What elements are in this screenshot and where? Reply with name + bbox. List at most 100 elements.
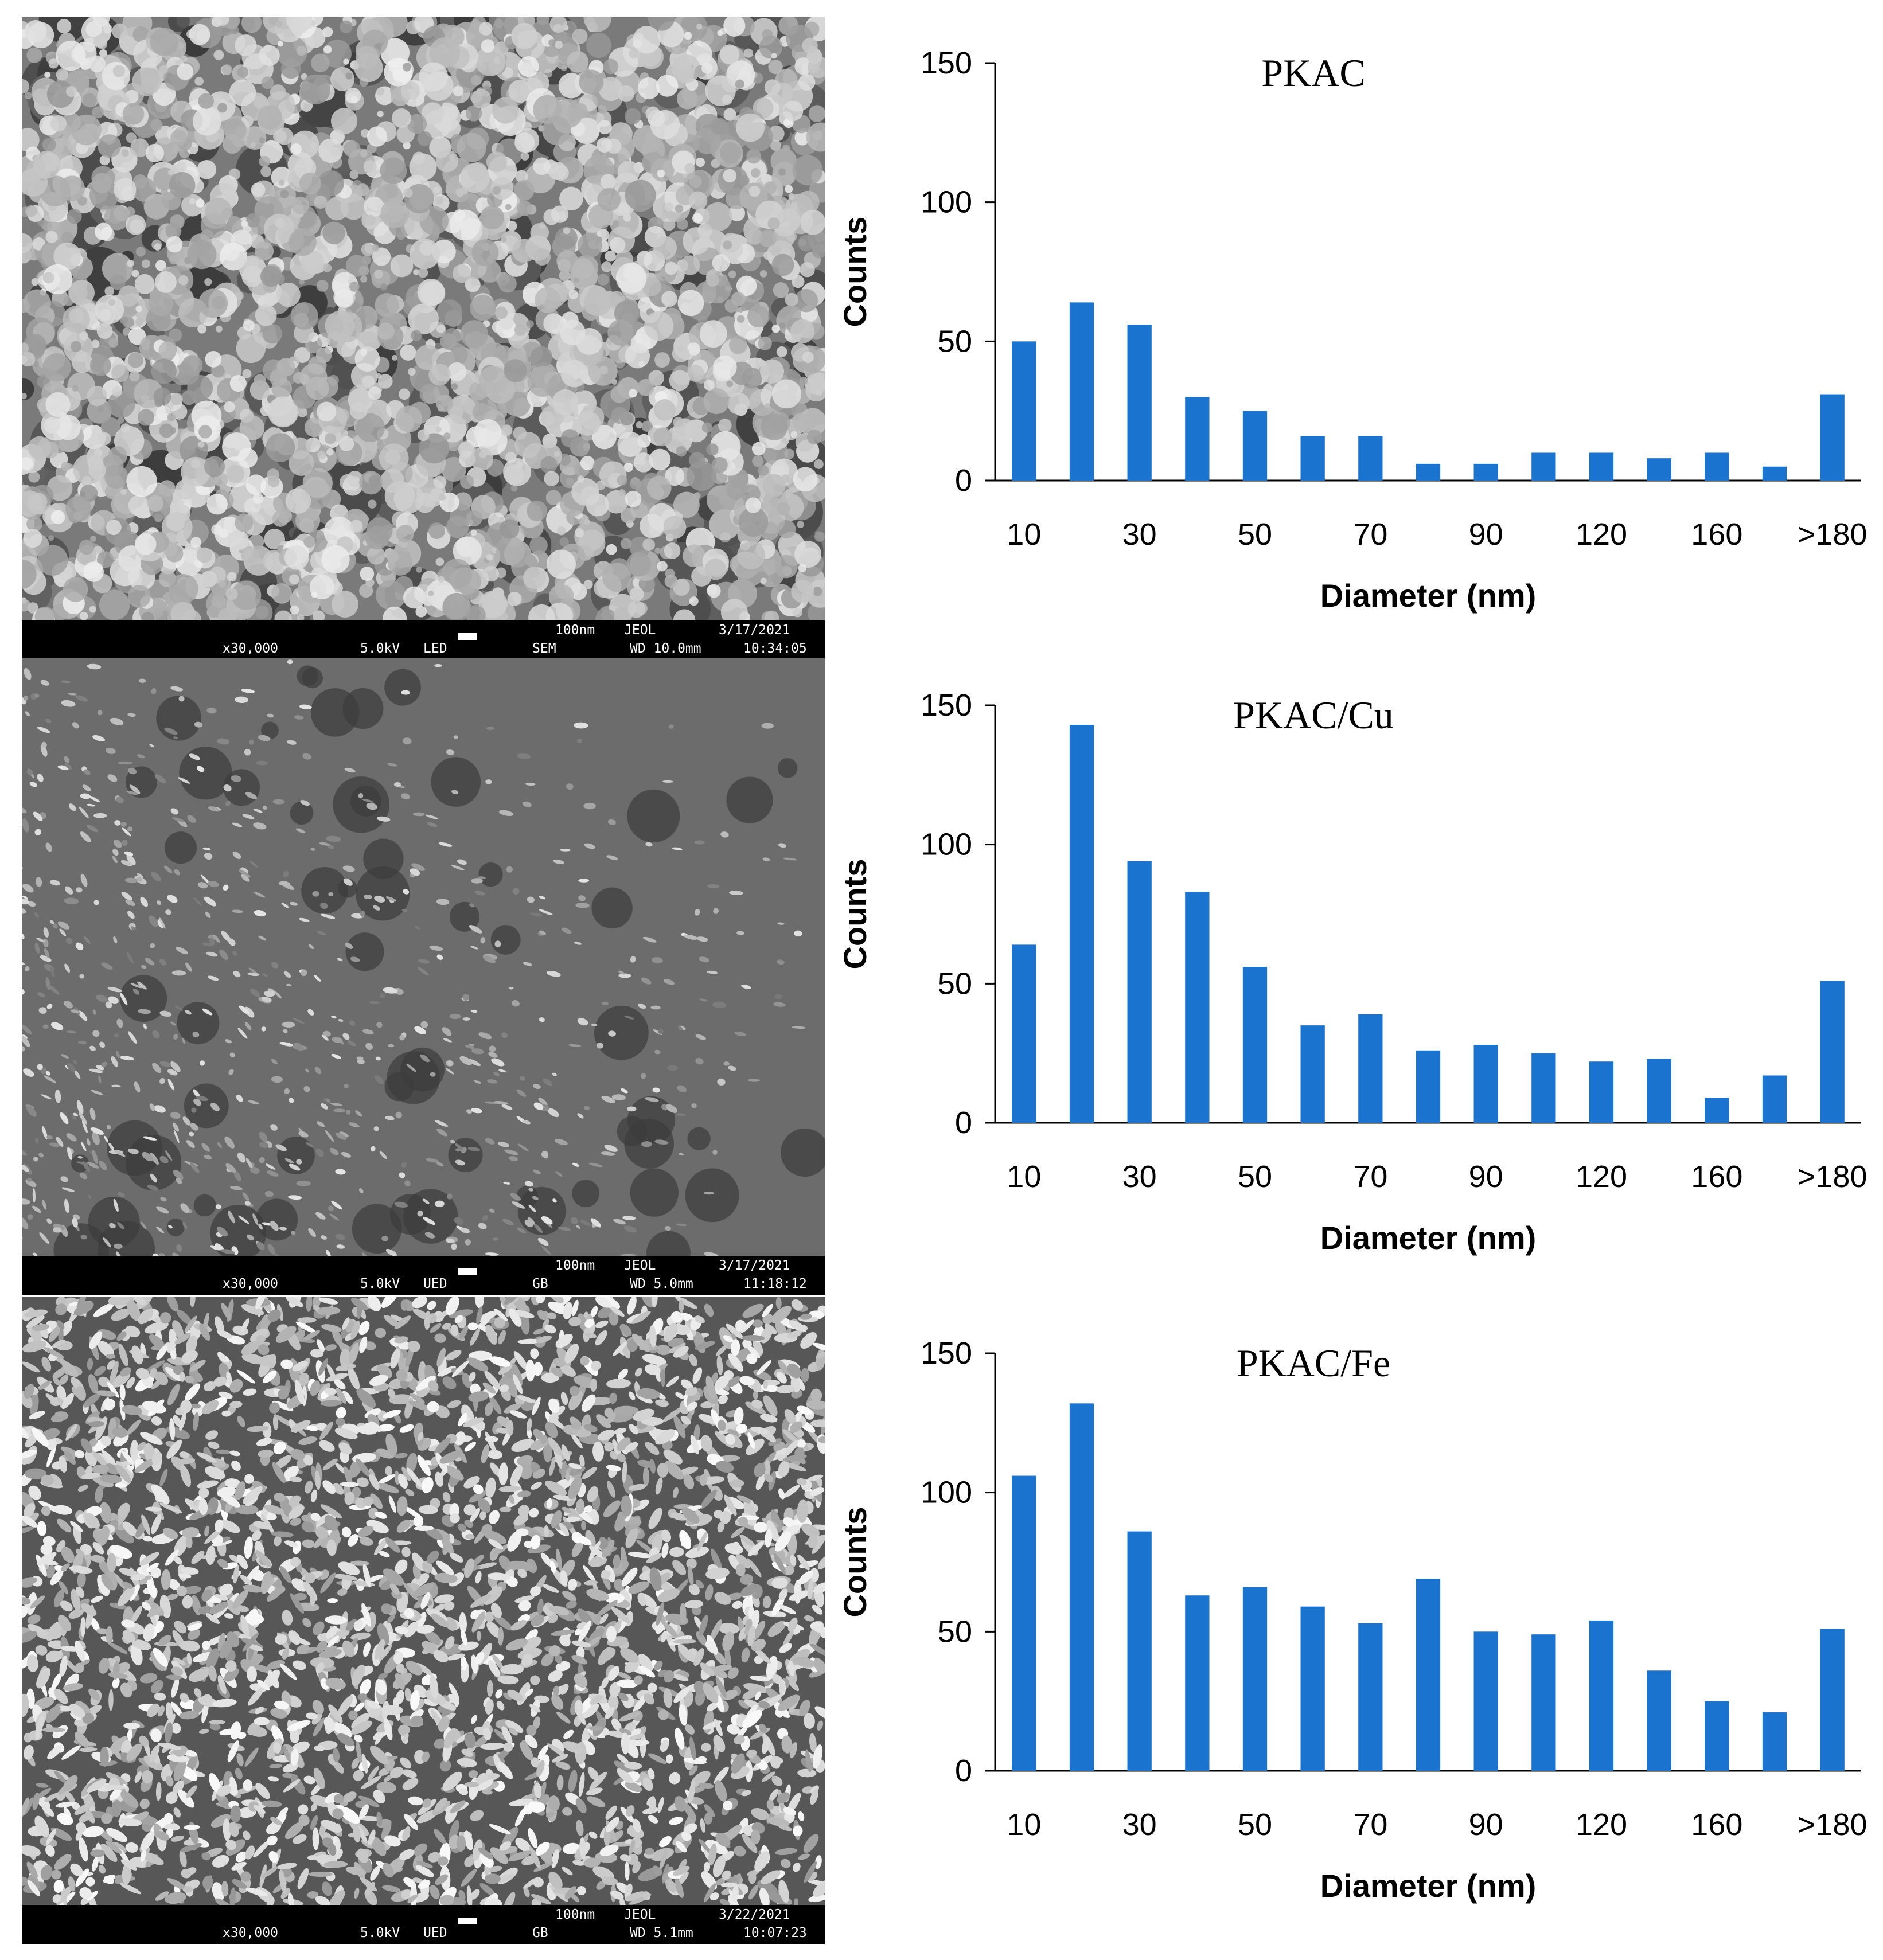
bar-90 [1473,1045,1498,1123]
sem-micrograph-pkac-fe [22,1297,825,1905]
magnification-label: x30,000 [223,1926,278,1941]
sem-panel-pkac: 100nm JEOL 3/17/2021 x30,000 5.0kV LED S… [22,17,825,659]
bar-160 [1705,452,1729,481]
maker-label: JEOL [624,1907,656,1922]
x-tick-label: 10 [1007,1807,1041,1842]
x-axis-label: Diameter (nm) [1320,1220,1537,1256]
y-tick-label: 150 [921,1336,972,1371]
working-distance-label: WD 5.1mm [630,1926,693,1941]
mode-label: GB [532,1276,548,1291]
bar-50 [1242,967,1268,1123]
scale-bar-mark [458,1268,477,1275]
x-tick-label: 70 [1353,1807,1387,1842]
sem-info-bar: 100nm JEOL 3/17/2021 x30,000 5.0kV LED S… [22,620,825,659]
bar-80 [1416,1579,1441,1771]
bar-90 [1473,463,1498,481]
bar-80 [1416,1050,1441,1123]
bar-120 [1589,1620,1614,1771]
x-tick-label: >180 [1798,517,1868,552]
bar->180 [1820,1629,1845,1771]
sem-micrograph-pkac-cu [22,658,825,1256]
bar-140 [1647,1670,1671,1771]
x-tick-label: >180 [1798,1159,1868,1194]
bar-30 [1127,325,1152,481]
bar-20 [1069,724,1094,1123]
bar-120 [1589,1061,1614,1123]
chart-title: PKAC [1261,51,1365,95]
x-axis-label: Diameter (nm) [1320,1868,1537,1904]
x-tick-label: 70 [1353,517,1387,552]
sem-info-bar: 100nm JEOL 3/22/2021 x30,000 5.0kV UED G… [22,1905,825,1944]
x-tick-label: 120 [1576,517,1627,552]
sem-info-bar: 100nm JEOL 3/17/2021 x30,000 5.0kV UED G… [22,1256,825,1295]
bar-100 [1531,452,1556,481]
x-tick-label: 90 [1469,1159,1503,1194]
bar-100 [1531,1634,1556,1771]
bar-180 [1762,1712,1787,1771]
mode-label: SEM [532,641,556,656]
bar-60 [1300,436,1325,481]
chart-svg: PKAC 0 50 100 150 10 30 50 70 90 120 160 >180 Diamete… [837,46,1868,614]
y-tick-label: 50 [938,1614,972,1649]
chart-svg: PKAC/Cu 0 50 100 150 10 30 50 70 90 120 160 >180 Diam… [837,688,1868,1256]
voltage-label: 5.0kV [360,641,400,656]
working-distance-label: WD 5.0mm [630,1276,693,1291]
detector-label: LED [423,641,447,656]
x-tick-label: 50 [1238,1159,1272,1194]
y-axis-label: Counts [837,859,873,970]
bar-50 [1242,411,1268,481]
bar-10 [1012,1475,1036,1771]
y-tick-label: 150 [921,46,972,80]
time-label: 11:18:12 [743,1276,807,1291]
bar-40 [1185,397,1210,481]
bar-100 [1531,1053,1556,1123]
detector-label: UED [423,1276,447,1291]
bar-60 [1300,1025,1325,1123]
bar-180 [1762,1075,1787,1123]
histogram-pkac-cu: PKAC/Cu 0 50 100 150 10 30 50 70 90 120 160 >180 Diam… [826,642,1883,1290]
y-tick-label: 100 [921,1475,972,1510]
scale-label: 100nm [555,1258,595,1273]
bar-90 [1473,1631,1498,1771]
bar-180 [1762,466,1787,481]
bar-50 [1242,1587,1268,1771]
chart-svg: PKAC/Fe 0 50 100 150 10 30 50 70 90 120 160 >180 Diam… [837,1336,1867,1904]
x-tick-label: 30 [1122,1159,1157,1194]
scale-label: 100nm [555,1907,595,1922]
bar-10 [1012,944,1036,1123]
x-tick-label: 50 [1238,517,1272,552]
bar-120 [1589,452,1614,481]
date-label: 3/17/2021 [719,1258,790,1273]
x-tick-label: 120 [1576,1807,1627,1842]
y-axis-label: Counts [837,217,873,327]
scale-bar-mark [458,633,477,640]
bar-140 [1647,1059,1671,1123]
bar-10 [1012,341,1036,481]
x-tick-label: 50 [1238,1807,1272,1842]
date-label: 3/22/2021 [719,1907,790,1922]
bar-30 [1127,1531,1152,1771]
maker-label: JEOL [624,1258,656,1273]
time-label: 10:34:05 [743,641,807,656]
y-tick-label: 50 [938,324,972,358]
bar->180 [1820,981,1845,1123]
time-label: 10:07:23 [743,1926,807,1941]
magnification-label: x30,000 [223,641,278,656]
x-tick-label: 30 [1122,1807,1157,1842]
bar-160 [1705,1701,1729,1771]
x-tick-label: 10 [1007,517,1041,552]
y-tick-label: 100 [921,185,972,220]
sem-micrograph-pkac [22,17,825,620]
bar-60 [1300,1606,1325,1771]
y-tick-label: 0 [955,1754,972,1788]
histogram-pkac: PKAC 0 50 100 150 10 30 50 70 90 120 160 >180 Diamete… [826,0,1883,642]
bar-40 [1185,1595,1210,1771]
y-tick-label: 0 [955,463,972,498]
y-tick-label: 150 [921,688,972,723]
scale-bar-mark [458,1918,477,1924]
y-tick-label: 50 [938,966,972,1001]
magnification-label: x30,000 [223,1276,278,1291]
voltage-label: 5.0kV [360,1926,400,1941]
y-axis-label: Counts [837,1507,873,1618]
bar-40 [1185,892,1210,1123]
